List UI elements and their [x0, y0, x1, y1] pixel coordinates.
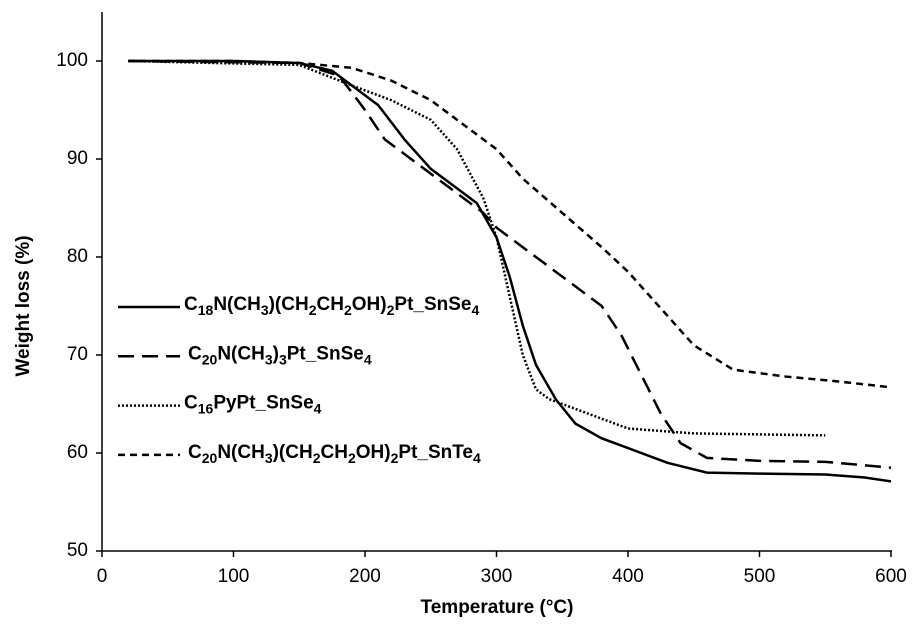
x-tick-label: 100 — [218, 566, 250, 587]
x-tick-label: 0 — [97, 566, 108, 587]
legend-label: C20N(CH3)3Pt_SnSe4 — [188, 343, 372, 367]
x-tick-label: 400 — [612, 566, 644, 587]
y-tick-label: 90 — [67, 148, 88, 169]
y-tick-label: 80 — [67, 246, 88, 267]
x-tick-label: 500 — [744, 566, 776, 587]
legend-label: C20N(CH3)(CH2CH2OH)2Pt_SnTe4 — [188, 442, 481, 466]
series-line — [128, 59, 892, 389]
series-line — [128, 59, 892, 469]
y-tick-label: 70 — [67, 344, 88, 365]
y-tick-label: 60 — [67, 442, 88, 463]
y-axis-label: Weight loss (%) — [13, 235, 34, 376]
x-axis-label: Temperature (°C) — [421, 597, 574, 618]
legend-label: C18N(CH3)(CH2CH2OH)2Pt_SnSe4 — [184, 294, 479, 318]
legend-label: C16PyPt_SnSe4 — [184, 393, 322, 417]
y-tick-label: 100 — [56, 50, 88, 71]
x-tick-label: 200 — [349, 566, 381, 587]
series-line — [128, 59, 826, 437]
y-tick-label: 50 — [67, 540, 88, 561]
x-tick-label: 600 — [875, 566, 907, 587]
series-line — [128, 59, 892, 483]
x-tick-label: 300 — [481, 566, 513, 587]
